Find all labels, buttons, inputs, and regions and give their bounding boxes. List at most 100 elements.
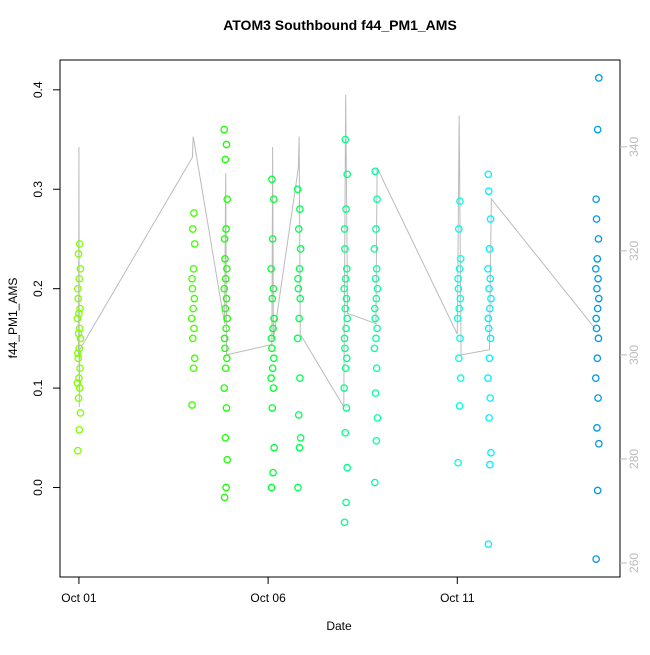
point (486, 274, 495, 283)
point (456, 374, 465, 383)
point (373, 195, 381, 204)
point (484, 314, 493, 323)
point (268, 294, 277, 303)
y2-tick-label: 280 (627, 449, 641, 469)
point (484, 264, 492, 273)
point (484, 324, 493, 333)
point (269, 468, 277, 477)
point (294, 411, 303, 419)
point (371, 389, 380, 397)
point (268, 404, 277, 412)
point (267, 483, 276, 492)
point (293, 334, 302, 343)
point (342, 205, 350, 213)
point (372, 364, 381, 373)
point (372, 294, 381, 303)
point (343, 463, 352, 472)
point (74, 294, 83, 303)
point (73, 446, 82, 455)
point (188, 334, 197, 343)
point (487, 448, 495, 457)
point (270, 443, 279, 452)
point (456, 334, 464, 343)
point (76, 334, 85, 343)
y2-tick-label: 300 (627, 345, 641, 365)
point (294, 225, 303, 233)
y-axis-label: f44_PM1_AMS (6, 278, 20, 359)
point (220, 493, 229, 502)
point (222, 225, 230, 233)
point (190, 354, 199, 363)
point (372, 264, 381, 273)
y2-tick-label: 340 (627, 137, 641, 157)
point (341, 344, 349, 353)
point (342, 354, 351, 363)
point (76, 304, 84, 313)
point (190, 324, 198, 333)
point (189, 304, 198, 313)
point (222, 404, 231, 412)
point (454, 274, 462, 283)
x-tick-label: Oct 06 (250, 591, 286, 605)
point (455, 402, 464, 410)
point (188, 274, 196, 283)
point (455, 264, 464, 273)
point (373, 324, 381, 333)
point (371, 274, 380, 283)
point (486, 215, 495, 223)
point (592, 195, 601, 204)
point (593, 354, 602, 363)
point (342, 498, 350, 507)
point (370, 478, 379, 487)
point (222, 294, 231, 303)
point (371, 314, 380, 323)
point (75, 374, 83, 383)
point (188, 225, 197, 233)
point (268, 364, 277, 373)
point (268, 344, 276, 353)
point (340, 334, 349, 343)
point (190, 294, 199, 303)
point (593, 486, 602, 495)
point (267, 334, 276, 343)
point (485, 284, 493, 293)
point (454, 225, 463, 233)
point (342, 324, 350, 333)
point (220, 384, 229, 392)
point (594, 274, 602, 283)
point (484, 170, 493, 179)
point (485, 304, 494, 313)
point (592, 555, 601, 563)
point (343, 314, 352, 323)
point (268, 175, 276, 184)
line (78, 94, 596, 409)
point (220, 284, 229, 293)
point (75, 274, 84, 283)
point (190, 240, 199, 248)
point (74, 394, 83, 402)
point (342, 264, 351, 273)
point (453, 314, 462, 323)
point (294, 284, 303, 293)
point (188, 284, 197, 293)
point (454, 354, 463, 363)
point (372, 436, 381, 445)
point (295, 443, 304, 452)
point (220, 334, 229, 343)
point (296, 205, 304, 213)
point (592, 324, 601, 333)
point (187, 314, 196, 323)
point (485, 245, 494, 253)
point (456, 254, 465, 263)
point (485, 354, 494, 363)
point (456, 294, 465, 303)
point (75, 344, 84, 353)
chart-title: ATOM3 Southbound f44_PM1_AMS (223, 17, 457, 33)
point (593, 284, 601, 293)
point (73, 379, 82, 387)
point (267, 374, 275, 383)
point (593, 254, 602, 263)
point (340, 284, 349, 293)
point (295, 264, 304, 273)
point (594, 235, 603, 243)
